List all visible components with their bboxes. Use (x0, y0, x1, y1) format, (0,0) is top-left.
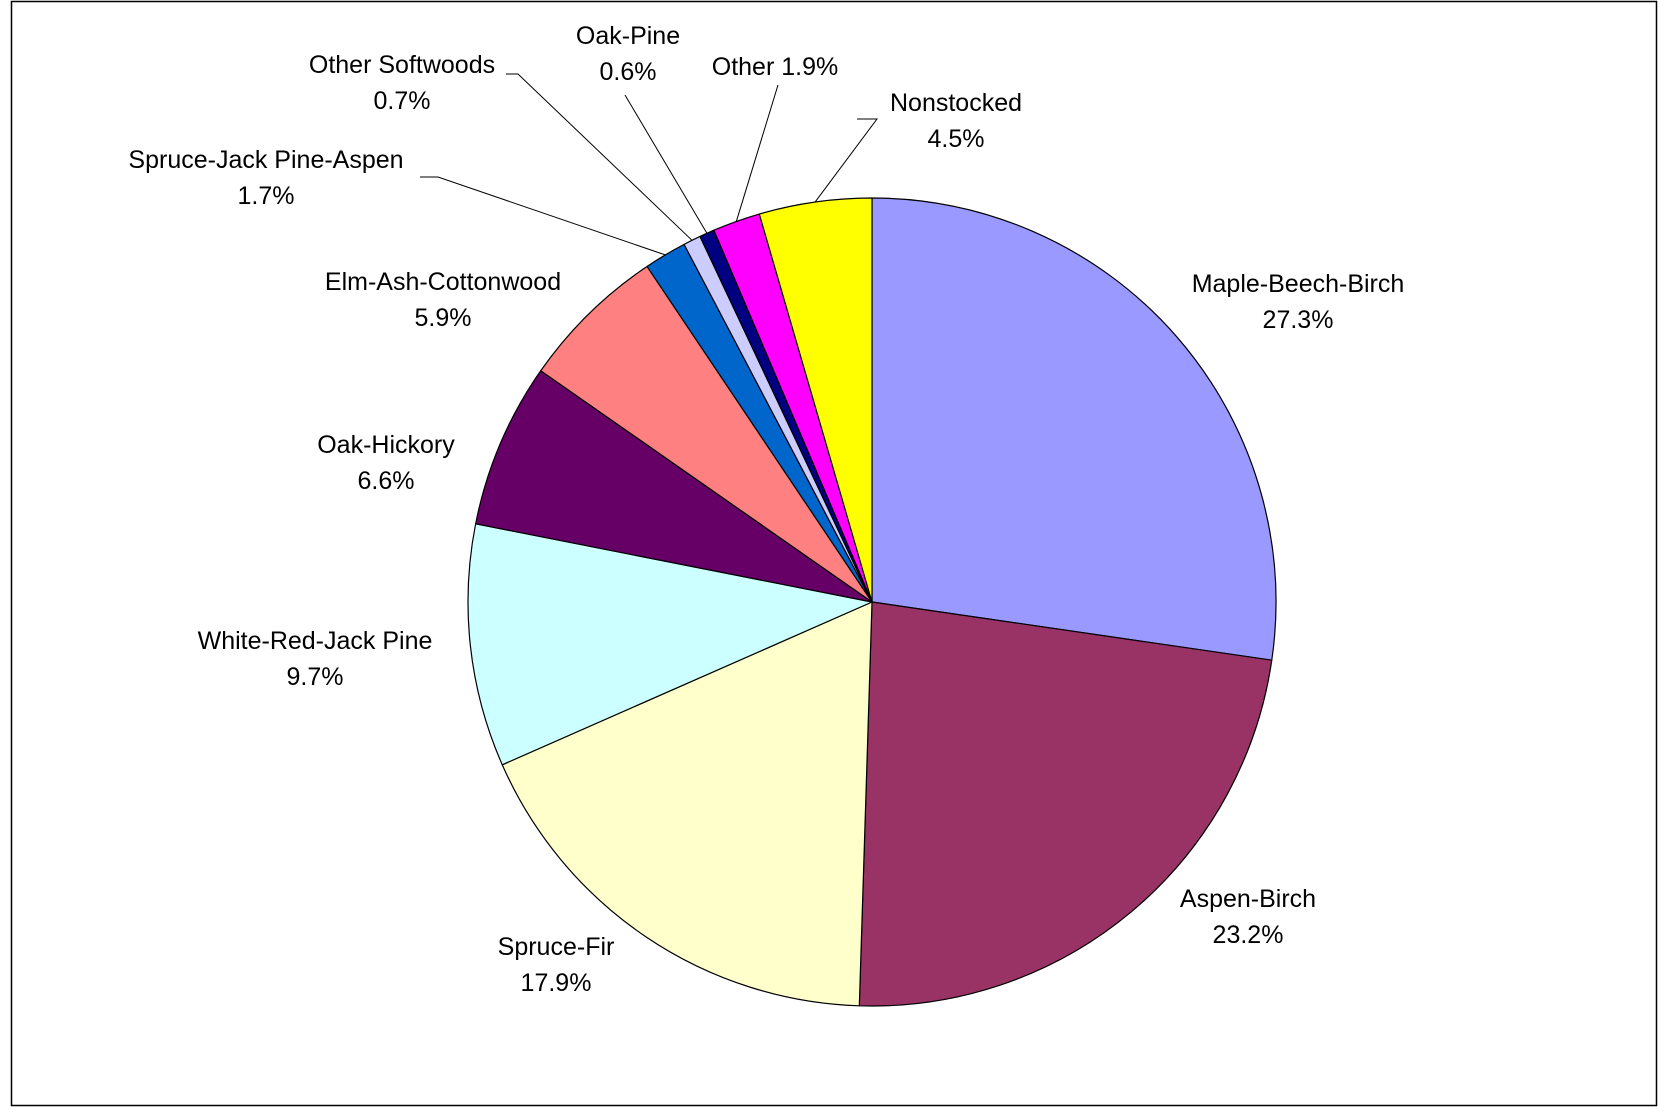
slice-label-other-softwoods: Other Softwoods (309, 51, 495, 79)
slice-label-maple-beech-birch: Maple-Beech-Birch (1192, 270, 1405, 298)
slice-value-other-softwoods: 0.7% (374, 87, 431, 115)
slice-value-oak-pine: 0.6% (600, 58, 657, 86)
pie-slice-nonstocked (758, 197, 873, 603)
slice-value-spruce-jack-pine-aspen: 1.7% (238, 182, 295, 210)
leader-line-other (735, 84, 779, 222)
pie-slice-white-red-jack-pine (467, 523, 873, 766)
pie-slice-aspen-birch (858, 601, 1273, 1007)
leader-line-other-softwoods (506, 73, 693, 241)
slice-labels: Maple-Beech-Birch 27.3% Aspen-Birch 23.2% Sp… (128, 22, 1404, 997)
slice-label-spruce-jack-pine-aspen: Spruce-Jack Pine-Aspen (128, 146, 403, 174)
slice-label-oak-pine: Oak-Pine (576, 22, 680, 50)
slice-value-elm-ash-cottonwood: 5.9% (415, 304, 472, 332)
pie-slice-elm-ash-cottonwood (540, 265, 873, 603)
slice-label-nonstocked: Nonstocked (890, 89, 1022, 117)
pie-slices (467, 197, 1277, 1007)
slice-label-aspen-birch: Aspen-Birch (1180, 885, 1316, 913)
slice-label-elm-ash-cottonwood: Elm-Ash-Cottonwood (325, 268, 561, 296)
slice-value-maple-beech-birch: 27.3% (1263, 306, 1334, 334)
pie-slice-spruce-fir (501, 601, 873, 1007)
leader-line-oak-pine (624, 94, 708, 234)
slice-label-white-red-jack-pine: White-Red-Jack Pine (198, 627, 433, 655)
pie-slice-oak-hickory (475, 370, 873, 603)
slice-value-aspen-birch: 23.2% (1213, 921, 1284, 949)
leader-line-nonstocked (814, 118, 878, 203)
slice-label-oak-hickory: Oak-Hickory (317, 431, 455, 459)
slice-value-oak-hickory: 6.6% (358, 467, 415, 495)
slice-value-white-red-jack-pine: 9.7% (287, 663, 344, 691)
pie-slice-maple-beech-birch (871, 197, 1277, 661)
leader-lines (420, 73, 878, 256)
slice-value-spruce-fir: 17.9% (521, 969, 592, 997)
slice-label-other: Other 1.9% (712, 53, 838, 81)
slice-label-spruce-fir: Spruce-Fir (498, 933, 615, 961)
slice-value-nonstocked: 4.5% (928, 125, 985, 153)
leader-line-spruce-jack-pine-aspen (420, 176, 666, 256)
